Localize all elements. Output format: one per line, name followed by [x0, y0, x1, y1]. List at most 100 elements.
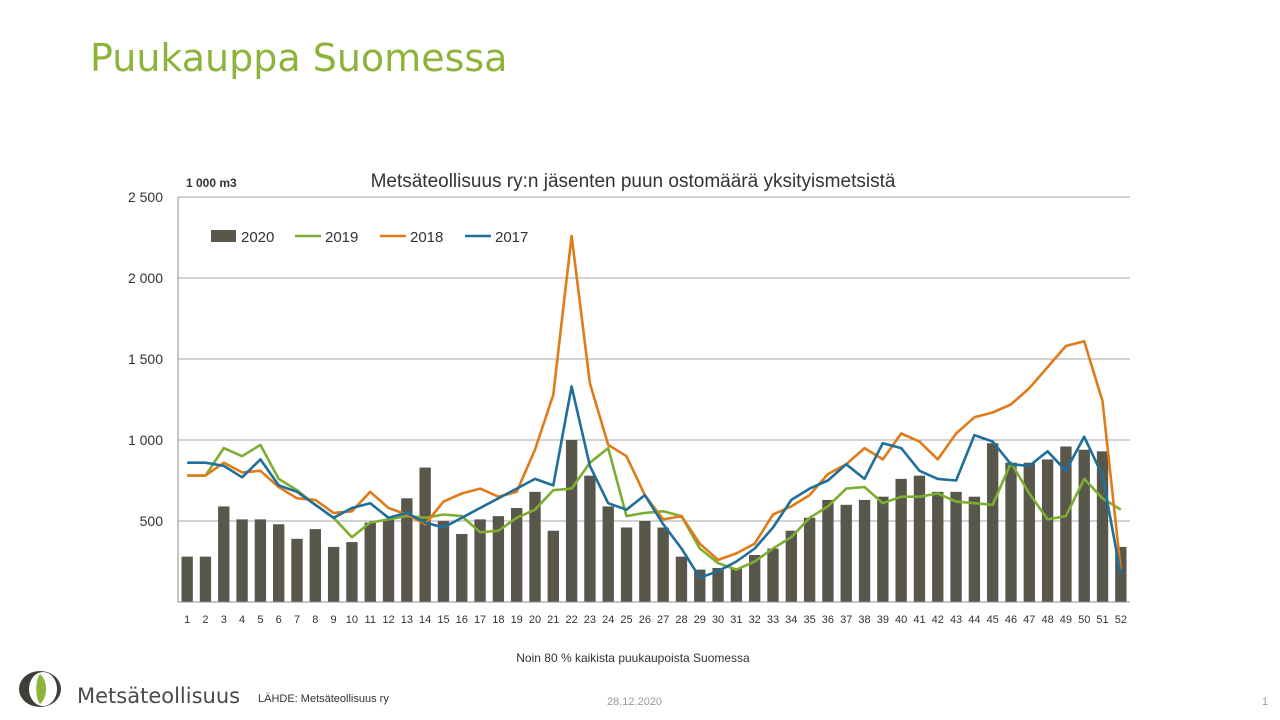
x-tick-label: 42 [932, 614, 944, 626]
x-tick-label: 1 [184, 614, 190, 626]
x-tick-label: 52 [1115, 614, 1127, 626]
bar-2020 [895, 478, 907, 602]
bar-2020 [1023, 462, 1035, 602]
bar-2020 [913, 475, 926, 602]
x-tick-label: 34 [785, 614, 797, 626]
x-tick-label: 14 [419, 614, 431, 626]
bar-2020 [181, 556, 193, 602]
bar-2020 [1005, 462, 1017, 602]
bar-2020 [309, 529, 321, 602]
series-line-2017 [187, 385, 1123, 580]
x-tick-label: 47 [1023, 614, 1035, 626]
x-tick-label: 24 [602, 614, 614, 626]
x-tick-label: 50 [1078, 614, 1090, 626]
page-number: 1 [1262, 696, 1269, 708]
bar-2020 [639, 521, 651, 602]
x-tick-label: 48 [1041, 614, 1053, 626]
x-tick-label: 37 [840, 614, 852, 626]
bar-2020 [584, 475, 596, 602]
lines [187, 234, 1123, 580]
y-tick-label: 2 500 [128, 189, 163, 205]
bar-2020 [401, 498, 413, 602]
bar-2020 [1078, 449, 1090, 602]
bar-2020 [419, 467, 431, 602]
bar-2020 [291, 538, 303, 602]
bar-2020 [492, 516, 505, 602]
bar-2020 [749, 555, 761, 602]
x-tick-label: 39 [877, 614, 889, 626]
chart-title: Metsäteollisuus ry:n jäsenten puun ostom… [371, 171, 896, 192]
bar-2020 [1096, 451, 1109, 602]
x-tick-label: 5 [257, 614, 263, 626]
legend-swatch-2020 [211, 230, 236, 242]
x-tick-label: 33 [767, 614, 779, 626]
logo-text: Metsäteollisuus [77, 684, 241, 708]
series-line-2018 [187, 234, 1123, 570]
bar-2020 [1060, 446, 1072, 602]
x-tick-label: 2 [202, 614, 208, 626]
bar-2020 [565, 440, 578, 602]
x-tick-label: 49 [1060, 614, 1072, 626]
x-tick-label: 46 [1005, 614, 1017, 626]
bar-2020 [620, 527, 633, 602]
x-tick-label: 15 [437, 614, 449, 626]
bar-2020 [1041, 459, 1054, 602]
bar-2020 [767, 548, 779, 602]
x-tick-label: 29 [694, 614, 706, 626]
y-tick-label: 2 000 [128, 270, 163, 286]
legend-label-2018: 2018 [410, 229, 443, 246]
bar-2020 [236, 519, 248, 602]
x-tick-label: 7 [294, 614, 300, 626]
bar-2020 [785, 530, 797, 602]
slide-date: 28.12.2020 [607, 696, 663, 708]
bar-2020 [877, 496, 889, 602]
x-tick-label: 11 [365, 614, 376, 626]
bar-2020 [675, 556, 688, 602]
bar-2020 [547, 530, 559, 602]
x-tick-label: 19 [511, 614, 523, 626]
x-tick-label: 26 [639, 614, 651, 626]
bar-2020 [346, 542, 358, 602]
axes [177, 197, 1130, 603]
y-tick-label: 1 500 [128, 351, 163, 367]
bar-2020 [858, 499, 871, 602]
bar-2020 [602, 506, 614, 602]
legend-label-2017: 2017 [495, 229, 528, 246]
x-tick-label: 32 [749, 614, 761, 626]
x-tick-label: 38 [858, 614, 870, 626]
slide-title: Puukauppa Suomessa [90, 36, 508, 80]
x-tick-label: 13 [401, 614, 413, 626]
bar-2020 [803, 517, 816, 602]
bar-2020 [382, 519, 395, 602]
bar-2020 [950, 491, 962, 602]
bar-2020 [327, 546, 340, 602]
bar-2020 [657, 527, 669, 602]
bar-2020 [511, 508, 523, 602]
bar-2020 [968, 496, 981, 602]
legend: 2020 2019 2018 2017 [211, 229, 528, 246]
x-axis-caption: Noin 80 % kaikista puukaupoista Suomessa [516, 651, 750, 665]
x-tick-label: 41 [913, 614, 925, 626]
x-tick-label: 40 [895, 614, 907, 626]
bar-2020 [694, 569, 706, 602]
bars-2020 [181, 440, 1127, 602]
bar-2020 [273, 524, 285, 602]
x-tick-label: 9 [331, 614, 337, 626]
x-tick-label: 23 [584, 614, 596, 626]
x-tick-label: 36 [822, 614, 834, 626]
x-tick-label: 12 [382, 614, 394, 626]
x-tick-label: 10 [346, 614, 358, 626]
x-tick-label: 17 [474, 614, 486, 626]
legend-label-2020: 2020 [241, 229, 274, 246]
unit-label: 1 000 m3 [186, 176, 237, 190]
bar-2020 [730, 567, 743, 602]
bar-2020 [456, 533, 468, 602]
bar-2020 [218, 506, 230, 602]
bar-2020 [199, 556, 212, 602]
x-tick-label: 31 [730, 614, 742, 626]
legend-label-2019: 2019 [325, 229, 358, 246]
x-tick-label: 43 [950, 614, 962, 626]
x-tick-label: 28 [675, 614, 687, 626]
